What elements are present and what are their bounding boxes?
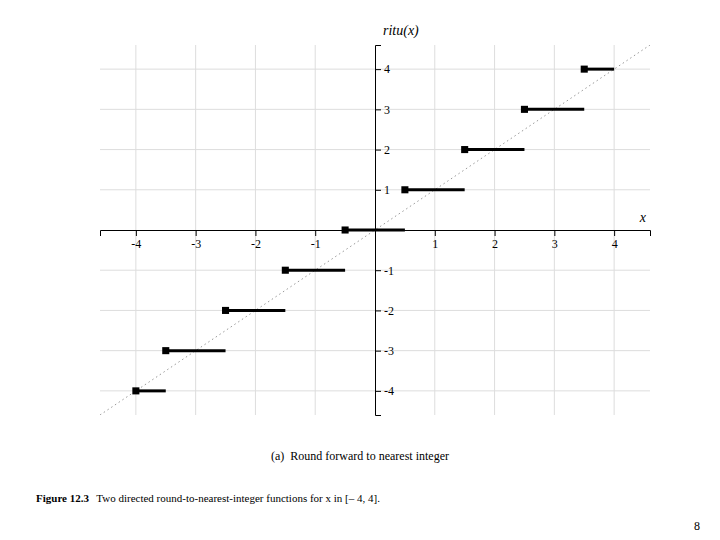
tick: 1 (432, 230, 438, 251)
tick-label: -3 (384, 344, 394, 358)
tick: -1 (375, 264, 394, 278)
step-segment (345, 229, 405, 232)
tick: 4 (375, 62, 390, 76)
tick-line (375, 391, 381, 392)
chart: -4 -3 -2 -1 1 2 3 4 -4 -3 -2 -1 1 2 3 4 ritu(x) x (a) Roun… (0, 0, 720, 540)
figure-label: Figure 12.3 (36, 492, 89, 504)
tick-label: 4 (384, 62, 390, 76)
tick-line (375, 109, 381, 110)
step-segment (584, 68, 614, 71)
tick-line (196, 230, 197, 236)
endpoint-marker (342, 226, 349, 233)
step-segment (285, 269, 345, 272)
tick-line (375, 310, 381, 311)
tick-line (375, 150, 381, 151)
endpoint-marker (222, 307, 229, 314)
step-segment (136, 389, 166, 392)
tick-label: 1 (432, 237, 438, 251)
tick-label: 2 (492, 237, 498, 251)
tick-label: -4 (131, 237, 141, 251)
tick-line (255, 230, 256, 236)
endpoint-marker (461, 146, 468, 153)
step-segment (166, 349, 226, 352)
tick-line (375, 190, 381, 191)
step-segment (524, 108, 584, 111)
tick-label: 3 (384, 103, 390, 117)
endpoint-marker (581, 66, 588, 73)
tick-line (435, 230, 436, 236)
tick: -2 (375, 304, 394, 318)
step-segment (465, 148, 525, 151)
tick: 3 (552, 230, 558, 251)
tick-label: -4 (384, 384, 394, 398)
tick: 3 (375, 103, 390, 117)
tick-label: -3 (191, 237, 201, 251)
endpoint-marker (521, 106, 528, 113)
endpoint-marker (132, 387, 139, 394)
endpoint-marker (282, 267, 289, 274)
plot-area (100, 45, 650, 415)
tick: -3 (375, 344, 394, 358)
tick: -1 (311, 230, 321, 251)
step-segment (405, 188, 465, 191)
endpoint-marker (401, 186, 408, 193)
tick-line (614, 230, 615, 236)
tick-label: 3 (552, 237, 558, 251)
title: ritu(x) (383, 23, 419, 39)
tick: -4 (375, 384, 394, 398)
grid (100, 45, 650, 415)
page-number: 8 (694, 519, 700, 533)
step-segment (226, 309, 286, 312)
tick-line (375, 69, 381, 70)
tick: 1 (375, 183, 390, 197)
tick-label: -1 (311, 237, 321, 251)
reference-line (100, 45, 650, 415)
tick: 2 (492, 230, 498, 251)
tick-line (315, 230, 316, 236)
tick-label: -2 (384, 304, 394, 318)
tick: -3 (191, 230, 201, 251)
tick-label: 4 (612, 237, 618, 251)
caption: (a) Round forward to nearest integer (271, 449, 449, 463)
tick: 2 (375, 143, 390, 157)
tick-label: -2 (251, 237, 261, 251)
tick-label: 2 (384, 143, 390, 157)
tick: 4 (612, 230, 618, 251)
x-axis-label: x (639, 210, 647, 225)
endpoint-marker (162, 347, 169, 354)
tick: -4 (131, 230, 141, 251)
tick-line (554, 230, 555, 236)
tick-label: -1 (384, 264, 394, 278)
tick-line (136, 230, 137, 236)
tick-line (495, 230, 496, 236)
tick-line (375, 270, 381, 271)
tick-line (375, 351, 381, 352)
tick: -2 (251, 230, 261, 251)
figure-description: Two directed round-to-nearest-integer fu… (91, 492, 380, 504)
tick-label: 1 (384, 183, 390, 197)
